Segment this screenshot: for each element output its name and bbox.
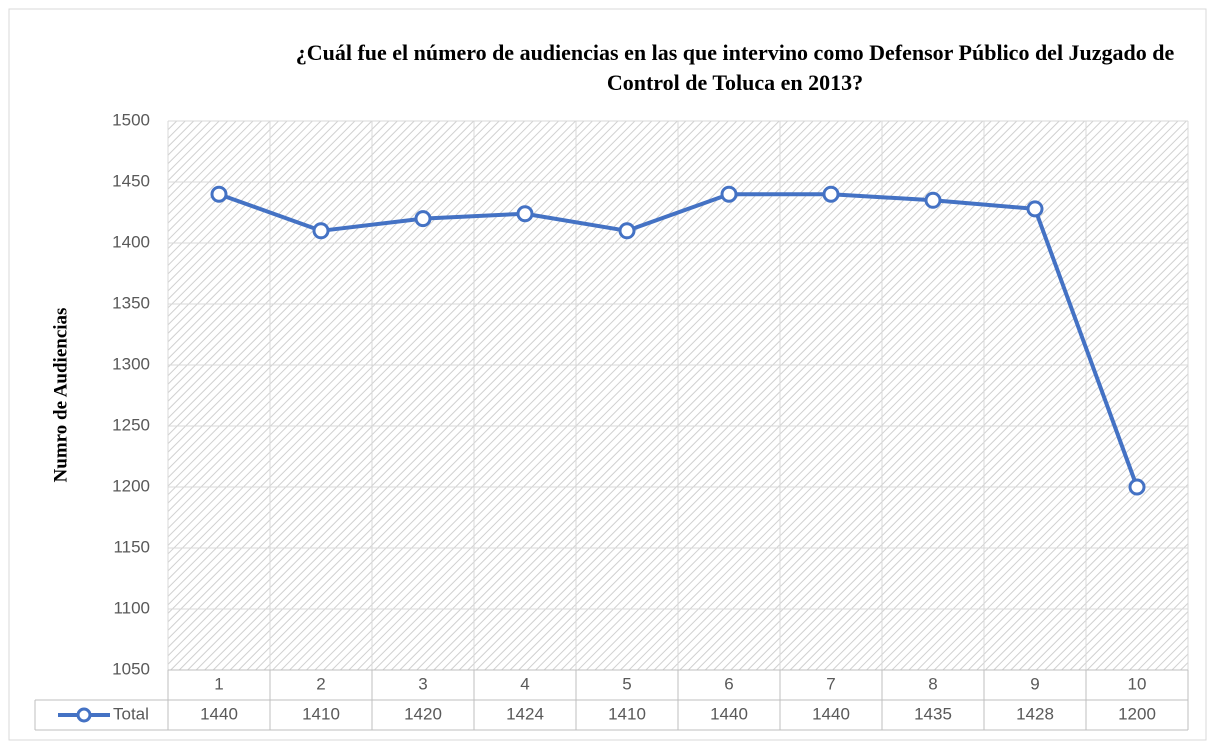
- y-tick-label: 1450: [112, 171, 150, 190]
- table-value: 1410: [608, 704, 646, 723]
- x-tick-label: 4: [520, 674, 529, 693]
- y-axis-label: Numro de Audiencias: [50, 308, 71, 483]
- table-value: 1410: [302, 704, 340, 723]
- y-tick-label: 1050: [112, 659, 150, 678]
- y-tick-label: 1150: [113, 537, 150, 556]
- marker: [720, 185, 738, 203]
- y-tick-label: 1300: [112, 354, 150, 373]
- marker: [210, 185, 228, 203]
- marker: [516, 205, 534, 223]
- marker: [822, 185, 840, 203]
- table-value: 1420: [404, 704, 442, 723]
- x-tick-label: 7: [826, 674, 835, 693]
- table-value: 1440: [812, 704, 850, 723]
- table-value: 1424: [506, 704, 544, 723]
- marker: [1026, 200, 1044, 218]
- marker: [1128, 478, 1146, 496]
- x-tick-label: 6: [724, 674, 733, 693]
- marker: [618, 222, 636, 240]
- x-tick-label: 1: [214, 674, 223, 693]
- table-value: 1428: [1016, 704, 1054, 723]
- table-value: 1200: [1118, 704, 1156, 723]
- x-tick-label: 5: [622, 674, 631, 693]
- marker: [924, 191, 942, 209]
- y-tick-label: 1400: [112, 232, 150, 251]
- marker: [312, 222, 330, 240]
- y-tick-label: 1350: [112, 293, 150, 312]
- line: [218, 192, 1139, 488]
- x-tick-label: 10: [1128, 674, 1147, 693]
- x-tick-label: 8: [928, 674, 937, 693]
- legend-marker: [76, 707, 92, 723]
- y-tick-label: 1250: [112, 415, 150, 434]
- marker: [414, 210, 432, 228]
- y-tick-label: 1100: [113, 598, 150, 617]
- x-tick-label: 9: [1030, 674, 1039, 693]
- legend-label: Total: [113, 704, 149, 723]
- table-value: 1440: [200, 704, 238, 723]
- x-tick-label: 3: [418, 674, 427, 693]
- chart-title: ¿Cuál fue el número de audiencias en las…: [295, 40, 1175, 95]
- table-value: 1435: [914, 704, 952, 723]
- y-tick-label: 1200: [112, 476, 150, 495]
- y-tick-label: 1500: [112, 110, 150, 129]
- x-tick-label: 2: [316, 674, 325, 693]
- table-value: 1440: [710, 704, 748, 723]
